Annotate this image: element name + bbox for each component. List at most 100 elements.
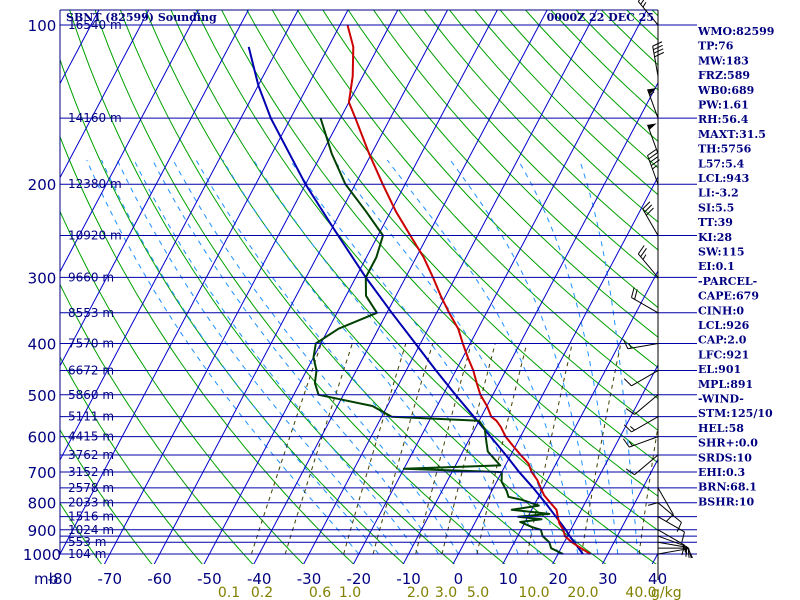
temperature-tick-label: -30 bbox=[297, 570, 322, 588]
mixing-ratio-label: 20.0 bbox=[567, 585, 598, 600]
dry-adiabat bbox=[768, 1, 800, 565]
mixing-ratio-label: 0.2 bbox=[251, 585, 273, 600]
wind-barb bbox=[647, 88, 659, 119]
wind-barb bbox=[657, 516, 685, 543]
index-line: WB0:689 bbox=[697, 84, 754, 97]
wind-barb-full bbox=[623, 424, 632, 433]
wind-barb-staff bbox=[637, 253, 659, 278]
index-line: SRDS:10 bbox=[698, 451, 752, 464]
moist-adiabat bbox=[116, 159, 400, 555]
wind-barb-staff bbox=[631, 297, 659, 314]
x-axis-unit-label: mb bbox=[34, 570, 58, 588]
wind-barb bbox=[647, 472, 659, 506]
index-line: MPL:891 bbox=[698, 378, 753, 391]
sounding-time: 0000Z 22 DEC 25 bbox=[547, 11, 654, 24]
wind-barb-full bbox=[631, 287, 635, 298]
wind-barb-full bbox=[625, 408, 635, 415]
height-label: 2033 m bbox=[68, 496, 114, 510]
height-label: 9660 m bbox=[68, 270, 114, 284]
wind-barb-full bbox=[649, 155, 659, 163]
temperature-tick-label: -10 bbox=[396, 570, 421, 588]
index-line: WMO:82599 bbox=[697, 25, 774, 38]
wind-barb-full bbox=[647, 149, 657, 156]
height-label: 553 m bbox=[68, 535, 106, 549]
moist-adiabat bbox=[517, 159, 619, 555]
wind-barb-full bbox=[644, 204, 653, 213]
temperature-tick-label: -40 bbox=[247, 570, 272, 588]
index-line: -PARCEL- bbox=[698, 275, 757, 288]
dry-adiabat bbox=[60, 356, 203, 564]
wind-barb-full bbox=[688, 548, 692, 559]
wind-profile bbox=[622, 0, 693, 580]
dry-adiabat bbox=[60, 283, 254, 564]
isotherm bbox=[60, 10, 150, 179]
wind-barb-staff bbox=[647, 155, 659, 185]
wind-barb-half bbox=[630, 426, 635, 431]
index-line: STM:125/10 bbox=[698, 407, 773, 420]
wind-barb bbox=[637, 0, 659, 26]
height-label: 12380 m bbox=[68, 177, 122, 191]
index-line: EHI:0.3 bbox=[698, 466, 745, 479]
temperature-tick-label: -50 bbox=[197, 570, 222, 588]
wind-barb-full bbox=[681, 544, 685, 556]
index-line: TT:39 bbox=[698, 216, 733, 229]
index-line: L57:5.4 bbox=[698, 157, 745, 170]
isotherm bbox=[253, 10, 548, 564]
isotherm bbox=[0, 1, 4, 565]
wind-barb bbox=[623, 370, 659, 387]
wind-barb bbox=[647, 149, 660, 185]
isotherm bbox=[601, 458, 658, 564]
height-label: 6672 m bbox=[68, 364, 114, 378]
mixing-ratio-unit: g/kg bbox=[651, 585, 682, 600]
mixing-ratio-label: 0.6 bbox=[309, 585, 331, 600]
temperature-tick-label: -70 bbox=[98, 570, 123, 588]
wind-barb bbox=[657, 548, 693, 559]
index-line: TH:5756 bbox=[698, 143, 752, 156]
wind-barb-staff bbox=[634, 454, 659, 476]
isotherm bbox=[502, 269, 658, 564]
height-label: 3152 m bbox=[68, 465, 114, 479]
wind-barb bbox=[623, 416, 659, 433]
height-label: 2578 m bbox=[68, 481, 114, 495]
height-label: 4415 m bbox=[68, 430, 114, 444]
wind-barb-full bbox=[650, 159, 660, 167]
wind-barb-full bbox=[654, 51, 665, 58]
wind-barb-staff bbox=[657, 529, 685, 546]
index-line: MW:183 bbox=[698, 54, 749, 67]
height-label: 5111 m bbox=[68, 410, 114, 424]
wind-barb-full bbox=[665, 514, 674, 523]
wind-barb-full bbox=[634, 289, 638, 300]
wind-barb-full bbox=[681, 531, 685, 543]
index-line: CINH:0 bbox=[698, 304, 744, 317]
mixing-ratio-label: 5.0 bbox=[467, 585, 489, 600]
pressure-tick-label: 800 bbox=[28, 495, 57, 513]
wind-barb bbox=[631, 287, 659, 314]
mixing-ratio-line bbox=[250, 343, 322, 555]
wind-barb bbox=[657, 487, 674, 523]
index-line: EI:0.1 bbox=[698, 260, 735, 273]
height-label: 14160 m bbox=[68, 111, 122, 125]
dry-adiabat bbox=[60, 502, 102, 564]
index-line: CAPE:679 bbox=[698, 290, 759, 303]
wind-barb-staff bbox=[657, 516, 685, 533]
moist-adiabat bbox=[133, 159, 420, 555]
index-line: SHR+:0.0 bbox=[698, 437, 758, 450]
dry-adiabat bbox=[600, 10, 658, 66]
wind-barb-full bbox=[640, 0, 645, 5]
temperature-tick-label: 20 bbox=[548, 570, 567, 588]
wind-barb-staff bbox=[642, 208, 659, 236]
isotherm bbox=[153, 10, 449, 564]
mixing-ratio-label: 40.0 bbox=[625, 585, 656, 600]
height-label: 1024 m bbox=[68, 523, 114, 537]
temperature-trace bbox=[346, 24, 591, 555]
height-label: 7570 m bbox=[68, 336, 114, 350]
wind-barb-pennant bbox=[647, 88, 657, 95]
wind-barb-full bbox=[645, 207, 654, 216]
height-label: 10920 m bbox=[68, 229, 122, 243]
wind-barb-full bbox=[652, 41, 663, 47]
wind-barb-staff bbox=[631, 416, 659, 433]
wind-barb-full bbox=[623, 339, 629, 350]
wind-barb-full bbox=[653, 44, 663, 51]
